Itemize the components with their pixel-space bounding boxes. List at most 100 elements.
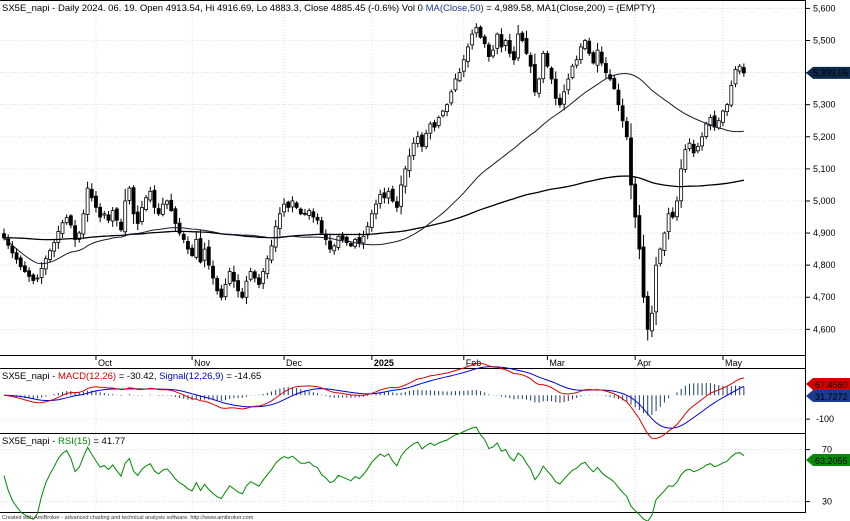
candle-down <box>524 38 529 54</box>
candle-up <box>165 200 169 205</box>
candle-down <box>18 257 23 268</box>
time-axis-label: Oct <box>98 358 113 368</box>
macd-header-symbol: SX5E_napi <box>2 371 50 382</box>
candle-up <box>378 194 383 204</box>
time-axis-label: May <box>725 358 743 368</box>
candle-down <box>599 51 604 64</box>
candle-down <box>395 201 399 208</box>
time-axis-label: 2025 <box>374 358 394 368</box>
candle-up <box>583 40 587 50</box>
candle-up <box>332 245 337 252</box>
candle-up <box>269 245 274 261</box>
candle-up <box>436 117 441 126</box>
candle-up <box>733 68 738 85</box>
candle-down <box>319 220 324 234</box>
price-axis-tick-label: 4,900 <box>813 228 836 238</box>
candle-down <box>135 211 140 224</box>
candle-up <box>428 123 433 134</box>
candle-up <box>81 213 86 235</box>
candle-up <box>403 168 408 187</box>
candle-up <box>729 85 734 106</box>
candle-down <box>114 208 119 221</box>
grid-lines <box>0 2 805 512</box>
ma200-legend: MA1(Close,200) <box>537 3 606 14</box>
candle-down <box>390 188 395 202</box>
candle-down <box>645 295 650 330</box>
candle-up <box>399 184 404 207</box>
candle-down <box>482 36 487 45</box>
candle-up <box>369 213 374 228</box>
candle-up <box>265 258 270 275</box>
candle-down <box>432 122 437 128</box>
candle-down <box>604 63 608 73</box>
candle-up <box>708 117 713 127</box>
rsi-legend: RSI(15) <box>58 436 91 447</box>
candle-down <box>181 233 186 240</box>
time-axis-label: Apr <box>637 358 651 368</box>
candle-down <box>612 77 617 90</box>
candle-down <box>89 188 94 199</box>
candle-up <box>194 239 199 258</box>
candle-up <box>495 33 500 49</box>
candle-down <box>691 143 696 154</box>
candle-up <box>679 168 684 202</box>
candle-up <box>127 187 132 201</box>
candle-up <box>445 104 449 112</box>
candle-down <box>591 52 596 64</box>
candle-down <box>478 26 483 38</box>
macd-axis-tick-label: -100 <box>816 414 834 424</box>
candle-down <box>240 291 245 298</box>
rsi-line <box>3 426 745 521</box>
rsi-header-sep: - <box>50 436 58 447</box>
candle-up <box>160 203 165 215</box>
candle-down <box>231 272 236 282</box>
candle-up <box>461 59 466 72</box>
candle-up <box>102 213 107 216</box>
candle-down <box>558 97 562 106</box>
candle-up <box>595 49 600 66</box>
candle-up <box>449 91 454 104</box>
price-axis-tick-label: 5,100 <box>813 164 836 174</box>
candle-up <box>466 46 470 62</box>
price-axis-tick-label: 5,200 <box>813 132 836 142</box>
rsi-header: SX5E_napi - RSI(15) = 41.77 <box>2 436 125 447</box>
candle-up <box>39 267 44 279</box>
ma200-legend-value: = {EMPTY} <box>605 3 655 14</box>
candle-down <box>119 221 123 231</box>
candle-up <box>541 52 546 80</box>
candle-down <box>169 199 174 211</box>
rsi-axis: 30 70 <box>805 445 832 507</box>
candle-down <box>286 201 291 208</box>
candle-down <box>186 241 190 250</box>
candle-down <box>344 236 349 244</box>
candle-up <box>282 203 286 213</box>
candle-down <box>507 40 512 54</box>
candle-down <box>712 115 717 128</box>
candle-down <box>528 54 533 67</box>
signal-legend-value: = -14.65 <box>224 371 262 382</box>
candle-up <box>474 27 479 34</box>
time-axis: Oct Nov Dec 2025 Feb Mar Apr May <box>95 355 743 368</box>
candle-up <box>148 190 153 201</box>
candle-down <box>486 44 491 57</box>
candle-up <box>453 78 458 91</box>
candle-down <box>98 206 103 218</box>
candle-down <box>587 40 592 54</box>
candle-up <box>537 78 541 94</box>
candle-down <box>106 214 111 221</box>
price-header-symbol: SX5E_napi <box>2 3 50 14</box>
candle-down <box>31 274 36 281</box>
candle-up <box>336 235 341 248</box>
time-axis-label: Mar <box>549 358 565 368</box>
candle-down <box>420 134 424 147</box>
candle-down <box>357 237 362 244</box>
candle-down <box>553 78 558 99</box>
rsi-axis-tick-label: 30 <box>822 497 832 507</box>
price-axis-tick-label: 4,800 <box>813 260 836 270</box>
signal-legend: Signal(12,26,9) <box>159 371 223 382</box>
macd-last-label: 67.4560 <box>806 378 850 390</box>
candle-up <box>570 65 575 79</box>
macd-line <box>3 362 745 439</box>
